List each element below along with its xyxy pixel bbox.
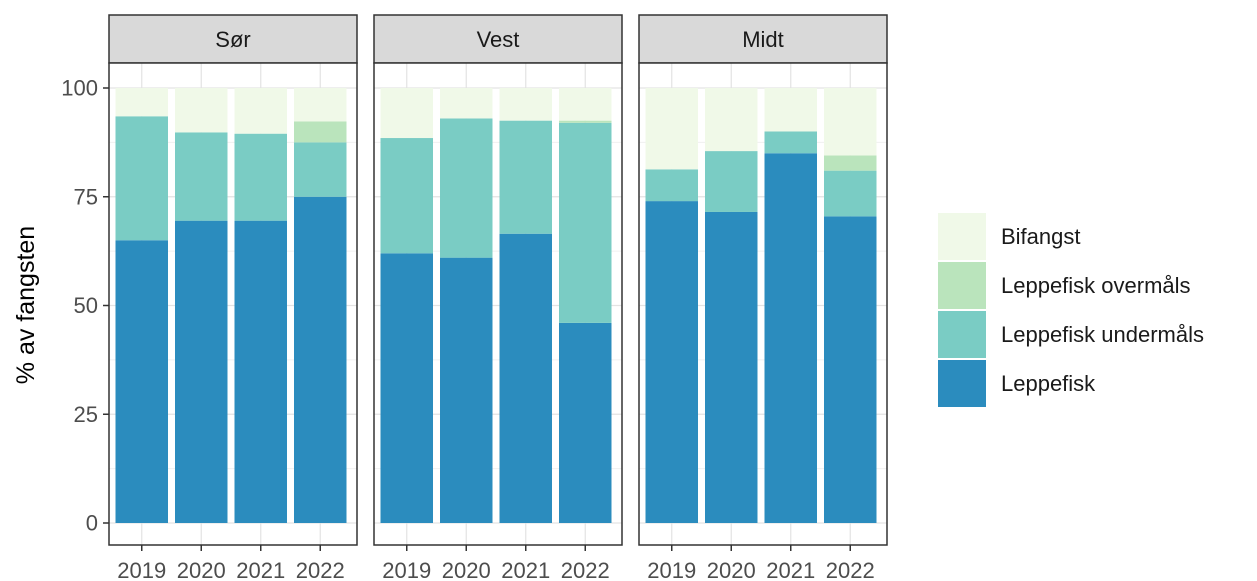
- bar-segment-bifangst: [115, 88, 168, 117]
- x-tick-label: 2020: [707, 558, 756, 581]
- x-tick-label: 2022: [561, 558, 610, 581]
- y-tick-label: 25: [74, 402, 98, 427]
- x-tick-label: 2022: [296, 558, 345, 581]
- legend-label: Leppefisk overmåls: [1001, 273, 1191, 298]
- facet-panel-0: Sør 2019 2020 2021 2022: [108, 14, 358, 581]
- bar-segment-leppefisk-overmåls: [294, 121, 347, 143]
- x-tick-label: 2022: [826, 558, 875, 581]
- legend: Bifangst Leppefisk overmåls Leppefisk unde…: [938, 213, 1204, 407]
- bar-segment-leppefisk-undermåls: [645, 169, 698, 202]
- y-axis-title: % av fangsten: [12, 226, 40, 384]
- bar-segment-bifangst: [294, 88, 347, 122]
- bar-segment-bifangst: [559, 88, 612, 121]
- x-tick-label: 2019: [117, 558, 166, 581]
- bar-segment-bifangst: [440, 88, 493, 119]
- legend-swatch: [938, 213, 986, 260]
- bar-segment-leppefisk-undermåls: [705, 151, 758, 212]
- facet-panel-2: Midt 2019 2020 2021 2022: [638, 14, 888, 581]
- bar-segment-leppefisk: [764, 153, 817, 523]
- bar-segment-leppefisk: [234, 220, 287, 524]
- y-tick-label: 75: [74, 184, 98, 209]
- bar-segment-leppefisk-undermåls: [824, 170, 877, 217]
- bar-segment-bifangst: [234, 88, 287, 134]
- bar-segment-leppefisk: [440, 257, 493, 523]
- bar-segment-leppefisk: [824, 216, 877, 523]
- bar-segment-leppefisk-undermåls: [440, 118, 493, 258]
- bar-segment-leppefisk: [115, 240, 168, 523]
- bar-segment-bifangst: [175, 88, 228, 133]
- x-tick-label: 2021: [501, 558, 550, 581]
- legend-swatch: [938, 311, 986, 358]
- bar-segment-bifangst: [764, 88, 817, 132]
- facet-strip: [373, 14, 623, 64]
- x-tick-label: 2020: [442, 558, 491, 581]
- bar-segment-leppefisk-undermåls: [115, 116, 168, 241]
- legend-swatch: [938, 360, 986, 407]
- bar-segment-bifangst: [499, 88, 552, 121]
- x-tick-label: 2021: [236, 558, 285, 581]
- legend-item: Leppefisk overmåls: [938, 262, 1191, 309]
- bar-segment-leppefisk: [705, 211, 758, 523]
- bar-segment-leppefisk: [499, 233, 552, 523]
- legend-label: Leppefisk: [1001, 371, 1096, 396]
- facet-panel-1: Vest 2019 2020 2021 2022: [373, 14, 623, 581]
- bar-segment-leppefisk-undermåls: [764, 131, 817, 154]
- x-tick-label: 2020: [177, 558, 226, 581]
- bar-segment-leppefisk-undermåls: [380, 138, 433, 254]
- x-tick-label: 2021: [766, 558, 815, 581]
- facet-strip: [108, 14, 358, 64]
- y-tick-label: 100: [61, 76, 98, 101]
- legend-item: Leppefisk undermåls: [938, 311, 1204, 358]
- bar-segment-leppefisk-undermåls: [175, 132, 228, 221]
- y-axis: 0 25 50 75 100: [61, 76, 109, 536]
- x-tick-label: 2019: [382, 558, 431, 581]
- facet-strip-label: Midt: [742, 27, 784, 52]
- facet-strip: [638, 14, 888, 64]
- panel-border: [638, 62, 888, 546]
- bar-segment-leppefisk-undermåls: [234, 133, 287, 221]
- y-tick-label: 50: [74, 293, 98, 318]
- bar-segment-leppefisk-overmåls: [559, 120, 612, 123]
- bar-segment-leppefisk-overmåls: [824, 155, 877, 171]
- legend-label: Bifangst: [1001, 224, 1081, 249]
- bar-segment-leppefisk-undermåls: [294, 142, 347, 197]
- legend-swatch: [938, 262, 986, 309]
- bar-segment-leppefisk: [175, 220, 228, 524]
- legend-item: Bifangst: [938, 213, 1081, 260]
- bar-segment-bifangst: [645, 88, 698, 170]
- bar-segment-bifangst: [705, 88, 758, 152]
- legend-item: Leppefisk: [938, 360, 1096, 407]
- bar-segment-bifangst: [824, 88, 877, 156]
- bar-segment-leppefisk: [645, 201, 698, 523]
- bar-segment-leppefisk: [380, 253, 433, 524]
- panel-border: [373, 62, 623, 546]
- bar-segment-bifangst: [380, 88, 433, 139]
- bar-segment-leppefisk: [559, 322, 612, 523]
- y-tick-label: 0: [86, 511, 98, 536]
- bar-segment-leppefisk-undermåls: [499, 120, 552, 234]
- legend-label: Leppefisk undermåls: [1001, 322, 1204, 347]
- facet-strip-label: Vest: [477, 27, 520, 52]
- bar-segment-leppefisk: [294, 196, 347, 523]
- bar-segment-leppefisk-undermåls: [559, 122, 612, 323]
- x-tick-label: 2019: [647, 558, 696, 581]
- facet-strip-label: Sør: [215, 27, 250, 52]
- panel-border: [108, 62, 358, 546]
